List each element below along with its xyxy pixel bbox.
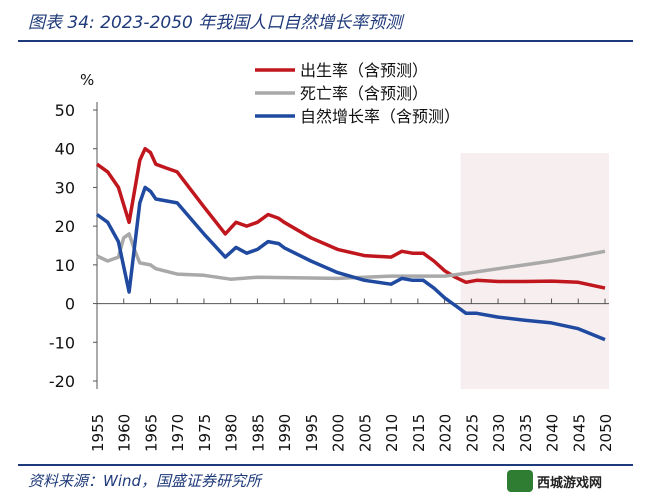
x-tick-label: 1985 (249, 414, 267, 452)
x-tick-label: 1990 (276, 414, 294, 452)
y-tick-label: 20 (55, 217, 75, 236)
watermark-icon (507, 470, 533, 492)
x-tick-label: 2030 (490, 414, 508, 452)
y-tick-label: 40 (55, 140, 75, 159)
watermark-text: 西城游戏网 (537, 475, 603, 491)
series-line-1 (96, 232, 606, 281)
x-tick-label: 1975 (196, 414, 214, 452)
legend-label-0: 出生率（含预测） (300, 61, 428, 80)
x-tick-label: 2015 (410, 414, 428, 452)
x-tick-label: 1995 (303, 414, 321, 452)
legend-label-2: 自然增长率（含预测） (300, 107, 460, 126)
legend-label-1: 死亡率（含预测） (300, 84, 428, 103)
source-divider (18, 464, 633, 466)
source-note: 资料来源：Wind，国盛证券研究所 (28, 472, 262, 490)
x-tick-label: 1970 (169, 414, 187, 452)
x-tick-label: 2050 (597, 414, 615, 452)
x-tick-label: 2035 (517, 414, 535, 452)
series-line-2 (95, 185, 606, 342)
watermark-logo: 西城游戏网 (507, 466, 637, 496)
y-tick-label: -20 (49, 372, 75, 391)
x-tick-label: 1960 (116, 414, 134, 452)
figure-title: 图表 34: 2023-2050 年我国人口自然增长率预测 (28, 13, 403, 33)
series-line-0 (95, 146, 606, 290)
x-tick-label: 1980 (223, 414, 241, 452)
y-tick-label: 30 (55, 178, 75, 197)
y-tick-label: 50 (55, 101, 75, 120)
x-tick-label: 1965 (142, 414, 160, 452)
x-tick-label: 2025 (463, 414, 481, 452)
x-tick-label: 1955 (89, 414, 107, 452)
y-axis-unit: % (80, 71, 94, 89)
x-tick-label: 2010 (383, 414, 401, 452)
x-tick-label: 2045 (570, 414, 588, 452)
y-tick-label: 0 (65, 295, 75, 314)
y-tick-label: 10 (55, 256, 75, 275)
title-divider (18, 40, 633, 42)
x-tick-label: 2000 (330, 414, 348, 452)
y-tick-label: -10 (49, 333, 75, 352)
x-tick-label: 2005 (356, 414, 374, 452)
x-tick-label: 2040 (544, 414, 562, 452)
x-tick-label: 2020 (437, 414, 455, 452)
